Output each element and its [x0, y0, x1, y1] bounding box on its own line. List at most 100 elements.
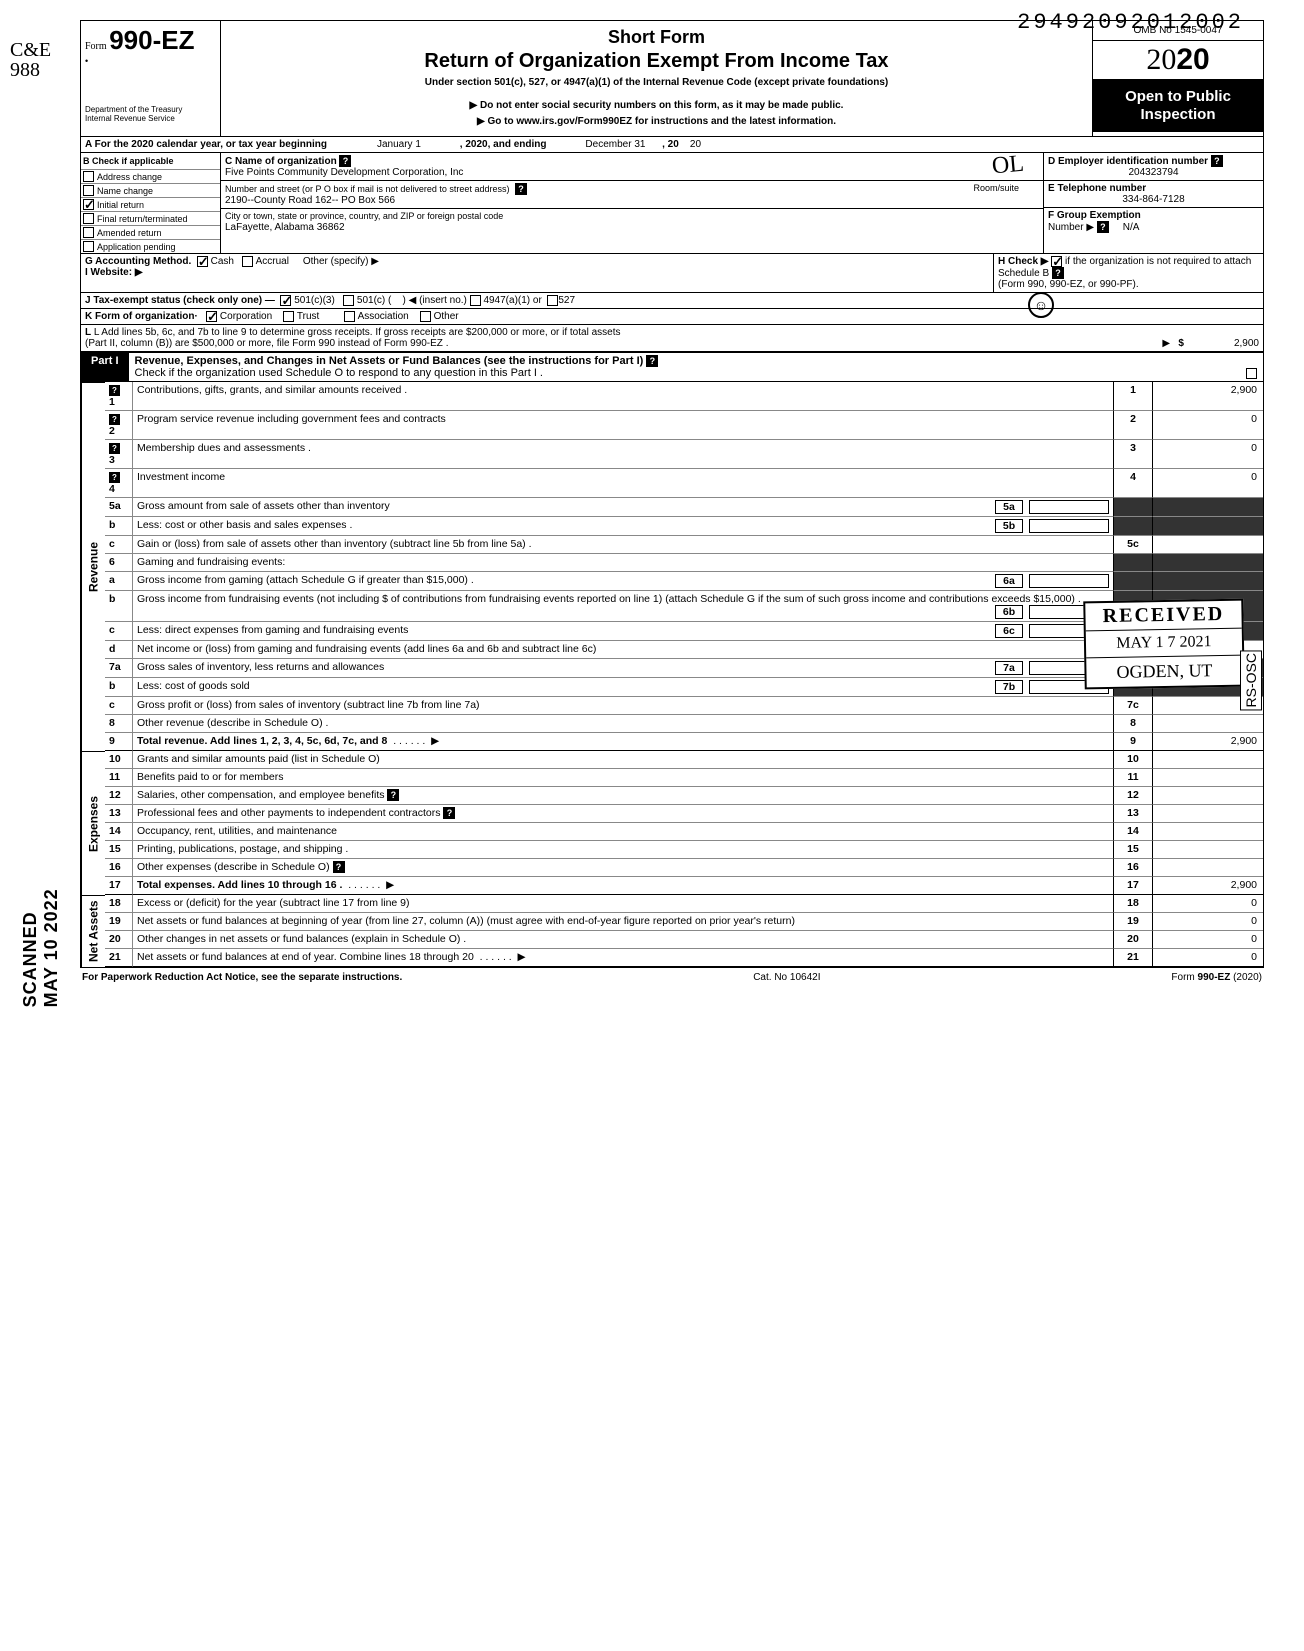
line-val-19: 0 — [1153, 913, 1263, 931]
cb-cash[interactable] — [197, 256, 208, 267]
cb-schedule-o[interactable] — [1246, 368, 1257, 379]
line-desc-10: Grants and similar amounts paid (list in… — [133, 751, 1113, 769]
cb-amended[interactable]: Amended return — [81, 225, 220, 239]
cb-name-change[interactable]: Name change — [81, 183, 220, 197]
row-a-tax-year: A For the 2020 calendar year, or tax yea… — [81, 137, 1263, 153]
cb-527[interactable] — [547, 295, 558, 306]
help-icon[interactable]: ? — [109, 414, 120, 425]
cb-trust[interactable] — [283, 311, 294, 322]
line-num-10: 10 — [105, 751, 133, 769]
footer-right: Form 990-EZ (2020) — [1171, 972, 1262, 983]
dept-line2: Internal Revenue Service — [85, 115, 216, 124]
form-990ez: Form 990-EZ Department of the Treasury I… — [80, 20, 1264, 968]
subline-6c: 6c — [995, 624, 1023, 638]
k-other: Other — [434, 311, 459, 322]
line-desc-d: Net income or (loss) from gaming and fun… — [133, 641, 1113, 659]
title-return: Return of Organization Exempt From Incom… — [227, 50, 1086, 73]
row-j: J Tax-exempt status (check only one) — 5… — [81, 293, 1263, 309]
cb-address-change[interactable]: Address change — [81, 169, 220, 183]
line-val-a — [1153, 572, 1263, 591]
line-num-a: a — [105, 572, 133, 591]
instruction-2: ▶ Go to www.irs.gov/Form990EZ for instru… — [227, 114, 1086, 130]
help-icon[interactable]: ? — [443, 807, 455, 819]
subval-6a[interactable] — [1029, 574, 1109, 588]
line-num-1: ? 1 — [105, 382, 133, 411]
d-ein-val: 204323794 — [1048, 167, 1259, 178]
line-rnum-c: 7c — [1113, 697, 1153, 715]
l-dollar: $ — [1178, 338, 1184, 349]
help-icon[interactable]: ? — [333, 861, 345, 873]
row-g-left: G Accounting Method. Cash Accrual Other … — [81, 254, 993, 292]
line-num-6: 6 — [105, 554, 133, 572]
help-icon[interactable]: ? — [109, 472, 120, 483]
help-icon[interactable]: ? — [109, 385, 120, 396]
k-trust: Trust — [297, 311, 319, 322]
line-rnum-11: 11 — [1113, 769, 1153, 787]
cb-label-1: Name change — [97, 186, 153, 196]
line-rnum-20: 20 — [1113, 931, 1153, 949]
line-desc-19: Net assets or fund balances at beginning… — [133, 913, 1113, 931]
line-val-1: 2,900 — [1153, 382, 1263, 411]
c-room-label: Room/suite — [973, 183, 1019, 193]
circled-mark: ☺ — [1028, 292, 1054, 318]
form-number: 990-EZ — [109, 25, 194, 55]
line-desc-4: Investment income — [133, 469, 1113, 498]
line-desc-18: Excess or (deficit) for the year (subtra… — [133, 895, 1113, 913]
cb-accrual[interactable] — [242, 256, 253, 267]
line-num-3: ? 3 — [105, 440, 133, 469]
line-num-7a: 7a — [105, 659, 133, 678]
line-num-11: 11 — [105, 769, 133, 787]
cb-final-return[interactable]: Final return/terminated — [81, 211, 220, 225]
subtitle: Under section 501(c), 527, or 4947(a)(1)… — [227, 77, 1086, 88]
received-stamp: RECEIVED MAY 1 7 2021 OGDEN, UT — [1083, 599, 1245, 690]
cb-4947[interactable] — [470, 295, 481, 306]
line-desc-14: Occupancy, rent, utilities, and maintena… — [133, 823, 1113, 841]
cb-501c[interactable] — [343, 295, 354, 306]
line-desc-16: Other expenses (describe in Schedule O) … — [133, 859, 1113, 877]
help-icon[interactable]: ? — [339, 155, 351, 167]
i-website-label: I Website: ▶ — [85, 267, 143, 278]
col-d-info: D Employer identification number ? 20432… — [1043, 153, 1263, 253]
cb-application-pending[interactable]: Application pending — [81, 239, 220, 253]
line-val-4: 0 — [1153, 469, 1263, 498]
c-addr-label: Number and street (or P O box if mail is… — [225, 184, 509, 194]
cb-other-org[interactable] — [420, 311, 431, 322]
line-val-17: 2,900 — [1153, 877, 1263, 895]
help-icon[interactable]: ? — [515, 183, 527, 195]
subline-6a: 6a — [995, 574, 1023, 588]
form-prefix: Form — [85, 41, 107, 52]
help-icon[interactable]: ? — [1097, 221, 1109, 233]
line-num-b: b — [105, 591, 133, 622]
stamp-location: OGDEN, UT — [1086, 656, 1242, 688]
line-desc-13: Professional fees and other payments to … — [133, 805, 1113, 823]
line-desc-20: Other changes in net assets or fund bala… — [133, 931, 1113, 949]
section-revenue: Revenue — [81, 382, 105, 751]
cb-initial-return[interactable]: Initial return — [81, 197, 220, 211]
line-num-2: ? 2 — [105, 411, 133, 440]
cb-association[interactable] — [344, 311, 355, 322]
help-icon[interactable]: ? — [387, 789, 399, 801]
subval-5a[interactable] — [1029, 500, 1109, 514]
j-501c: 501(c) ( — [357, 295, 391, 306]
line-rnum-15: 15 — [1113, 841, 1153, 859]
line-val-b — [1153, 517, 1263, 536]
col-b-checkboxes: B Check if applicable Address change Nam… — [81, 153, 221, 253]
bcd-block: B Check if applicable Address change Nam… — [81, 153, 1263, 254]
row-a-end-year: 20 — [690, 139, 701, 150]
line-val-10 — [1153, 751, 1263, 769]
cb-label-0: Address change — [97, 172, 162, 182]
line-desc-c: Gain or (loss) from sale of assets other… — [133, 536, 1113, 554]
line-val-21: 0 — [1153, 949, 1263, 967]
cb-h-check[interactable] — [1051, 256, 1062, 267]
cb-label-4: Amended return — [97, 228, 162, 238]
cb-501c3[interactable] — [280, 295, 291, 306]
line-desc-7a: Gross sales of inventory, less returns a… — [133, 659, 1113, 678]
row-a-end-month: December 31 — [585, 139, 645, 150]
help-icon[interactable]: ? — [1211, 155, 1223, 167]
help-icon[interactable]: ? — [646, 355, 658, 367]
line-desc-1: Contributions, gifts, grants, and simila… — [133, 382, 1113, 411]
help-icon[interactable]: ? — [109, 443, 120, 454]
subval-5b[interactable] — [1029, 519, 1109, 533]
cb-corporation[interactable] — [206, 311, 217, 322]
row-a-end-prefix: , 20 — [662, 139, 679, 150]
